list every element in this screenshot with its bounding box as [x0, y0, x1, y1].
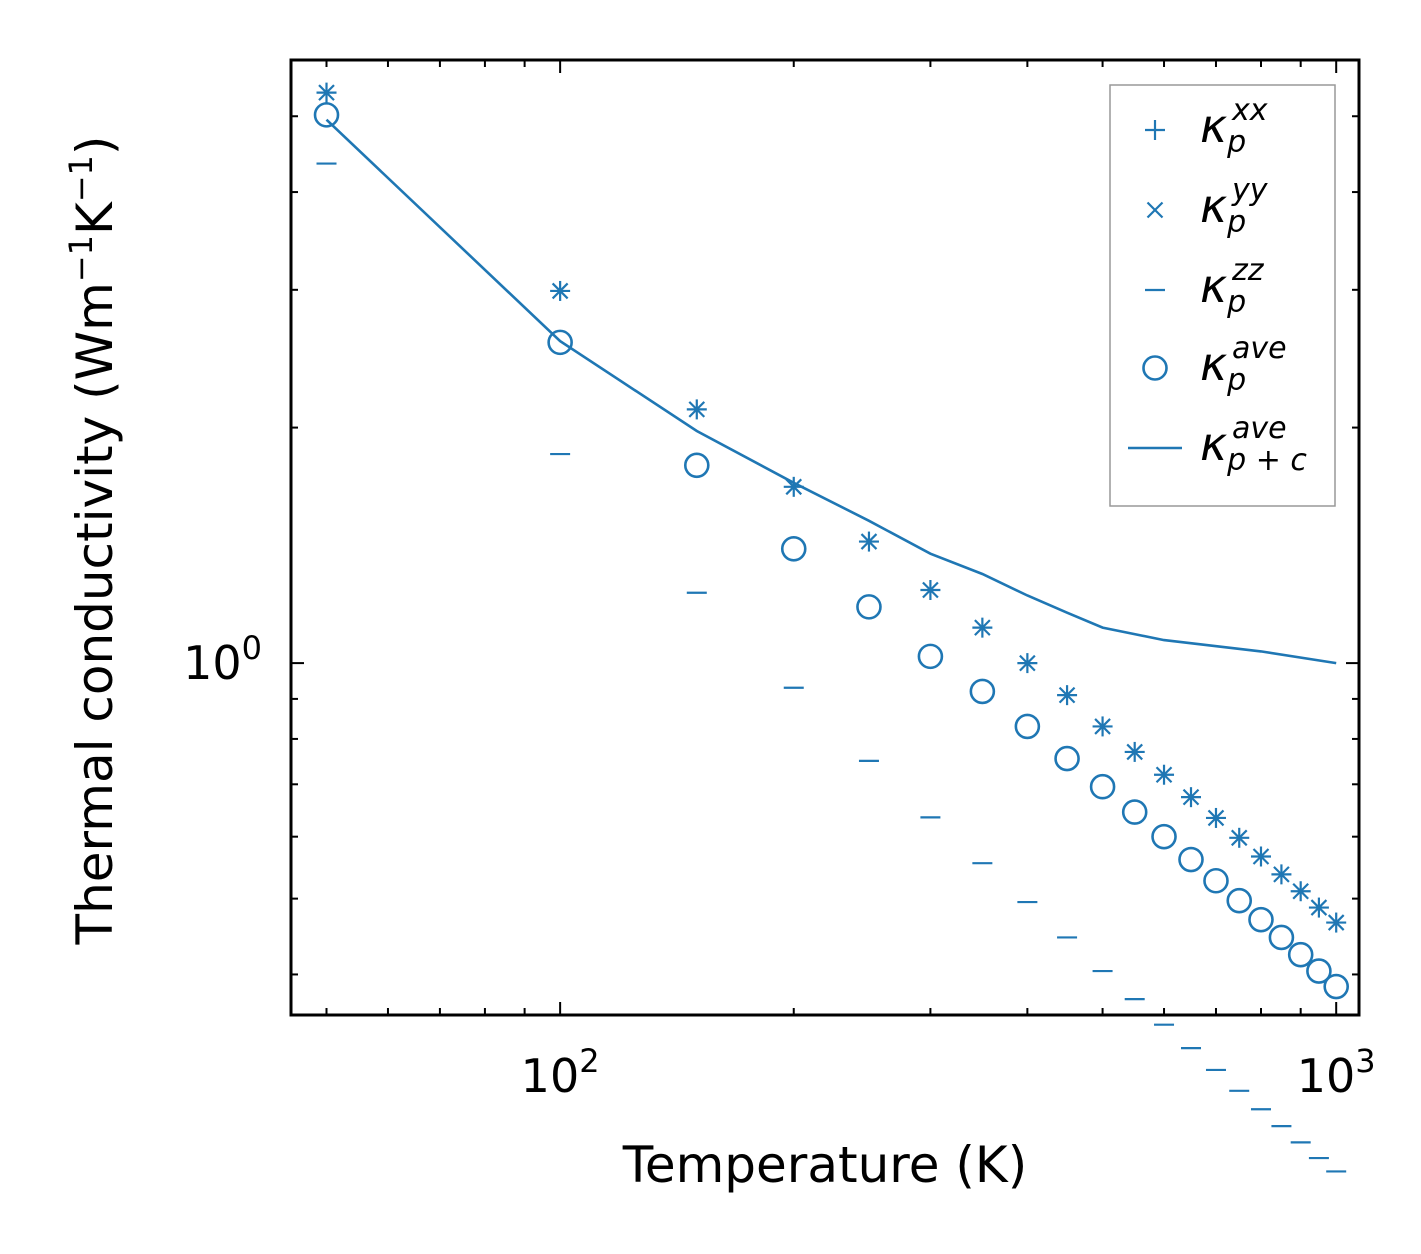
- point-kappa_p_ave-300: [917, 643, 944, 670]
- point-kappa_p_yy-1000: [1327, 914, 1345, 931]
- point-kappa_p_ave-850: [1268, 924, 1295, 951]
- point-kappa_p_ave-100: [547, 329, 573, 356]
- point-kappa_p_yy-200: [785, 478, 803, 496]
- tick-labels: 102 103 100: [183, 629, 1376, 1103]
- legend-item-kappa_p_ave: κpave: [1142, 331, 1287, 398]
- point-kappa_p_ave-400: [1014, 713, 1041, 740]
- point-kappa_p_yy-550: [1126, 743, 1143, 761]
- point-kappa_p_yy-650: [1182, 788, 1200, 806]
- point-kappa_p_yy-150: [688, 401, 706, 418]
- point-kappa_p_yy-350: [974, 619, 991, 636]
- plot-area: [313, 82, 1349, 1173]
- point-kappa_p_yy-300: [922, 581, 939, 599]
- point-kappa_p_ave-350: [969, 678, 996, 705]
- series-line-kappa_pc_ave: [325, 118, 1337, 665]
- legend-frame: [1109, 84, 1336, 507]
- point-kappa_p_ave-50: [313, 102, 340, 128]
- legend-swatch-x: [1146, 201, 1164, 219]
- point-kappa_p_yy-800: [1252, 848, 1270, 865]
- legend-label-kappa_p_zz: κpzz: [1200, 253, 1265, 320]
- legend-swatch-circle: [1142, 355, 1168, 381]
- point-kappa_p_ave-700: [1203, 867, 1229, 894]
- point-kappa_p_yy-750: [1230, 829, 1248, 847]
- point-kappa_p_ave-950: [1306, 958, 1332, 984]
- point-kappa_p_ave-1000: [1323, 973, 1349, 1000]
- legend-swatch-plus: [1145, 120, 1165, 140]
- y-tick-label-1: 100: [183, 629, 262, 690]
- legend-label-kappa_pc_ave: κp + cave: [1200, 411, 1307, 478]
- point-kappa_p_ave-900: [1287, 941, 1314, 968]
- x-tick-label-1000: 103: [1297, 1042, 1376, 1103]
- point-kappa_p_yy-450: [1058, 686, 1076, 704]
- point-kappa_p_yy-50: [318, 84, 335, 101]
- point-kappa_p_ave-750: [1226, 887, 1253, 914]
- point-kappa_p_ave-800: [1248, 906, 1274, 933]
- legend-label-kappa_p_xx: κpxx: [1200, 93, 1268, 160]
- point-kappa_p_ave-500: [1089, 773, 1116, 800]
- point-kappa_p_yy-400: [1019, 654, 1036, 672]
- point-kappa_p_ave-650: [1178, 846, 1204, 873]
- point-kappa_p_ave-450: [1054, 745, 1080, 772]
- axis-ticks: [291, 60, 1359, 1015]
- axes-frame: [289, 58, 1361, 1017]
- point-kappa_p_yy-100: [551, 282, 569, 300]
- legend-item-kappa_p_yy: κpyy: [1146, 173, 1269, 240]
- point-kappa_p_ave-250: [856, 594, 882, 620]
- legend-label-kappa_p_ave: κpave: [1200, 331, 1287, 398]
- legend: κpxx κpyy κpzz κpave κp + cave: [1109, 84, 1336, 507]
- point-kappa_p_ave-200: [780, 535, 807, 562]
- point-kappa_p_yy-850: [1273, 866, 1290, 883]
- legend-item-kappa_p_zz: κpzz: [1145, 253, 1265, 320]
- point-kappa_p_ave-600: [1151, 823, 1177, 850]
- point-kappa_p_yy-600: [1155, 766, 1173, 784]
- legend-item-kappa_p_xx: κpxx: [1145, 93, 1268, 160]
- point-kappa_p_yy-900: [1292, 882, 1309, 900]
- point-kappa_p_ave-150: [683, 452, 710, 479]
- x-axis-label: Temperature (K): [622, 1136, 1027, 1194]
- point-kappa_p_yy-700: [1207, 809, 1225, 827]
- point-kappa_p_yy-250: [860, 533, 878, 550]
- x-tick-label-100: 102: [521, 1042, 600, 1103]
- point-kappa_p_ave-550: [1121, 799, 1148, 825]
- point-kappa_p_yy-500: [1094, 718, 1111, 735]
- point-kappa_p_yy-950: [1310, 899, 1328, 916]
- legend-label-kappa_p_yy: κpyy: [1200, 173, 1269, 240]
- y-axis-label: Thermal conductivity (Wm−1K−1): [62, 136, 124, 946]
- legend-item-kappa_pc_ave: κp + cave: [1128, 411, 1307, 478]
